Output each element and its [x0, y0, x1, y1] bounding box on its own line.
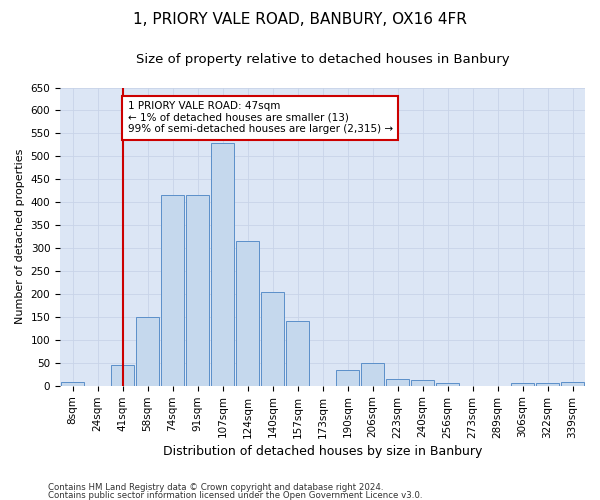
Bar — [136, 317, 159, 386]
Bar — [436, 384, 459, 386]
Bar — [186, 196, 209, 386]
Bar — [536, 384, 559, 386]
Bar — [161, 196, 184, 386]
Bar — [511, 384, 534, 386]
X-axis label: Distribution of detached houses by size in Banbury: Distribution of detached houses by size … — [163, 444, 482, 458]
Text: Contains public sector information licensed under the Open Government Licence v3: Contains public sector information licen… — [48, 490, 422, 500]
Text: 1 PRIORY VALE ROAD: 47sqm
← 1% of detached houses are smaller (13)
99% of semi-d: 1 PRIORY VALE ROAD: 47sqm ← 1% of detach… — [128, 102, 392, 134]
Bar — [286, 322, 309, 386]
Bar — [411, 380, 434, 386]
Text: 1, PRIORY VALE ROAD, BANBURY, OX16 4FR: 1, PRIORY VALE ROAD, BANBURY, OX16 4FR — [133, 12, 467, 28]
Bar — [111, 365, 134, 386]
Bar — [261, 292, 284, 386]
Bar — [561, 382, 584, 386]
Text: Contains HM Land Registry data © Crown copyright and database right 2024.: Contains HM Land Registry data © Crown c… — [48, 484, 383, 492]
Bar — [236, 241, 259, 386]
Bar — [361, 363, 384, 386]
Bar — [61, 382, 84, 386]
Bar — [386, 379, 409, 386]
Bar — [336, 370, 359, 386]
Y-axis label: Number of detached properties: Number of detached properties — [15, 149, 25, 324]
Title: Size of property relative to detached houses in Banbury: Size of property relative to detached ho… — [136, 52, 509, 66]
Bar — [211, 142, 234, 386]
